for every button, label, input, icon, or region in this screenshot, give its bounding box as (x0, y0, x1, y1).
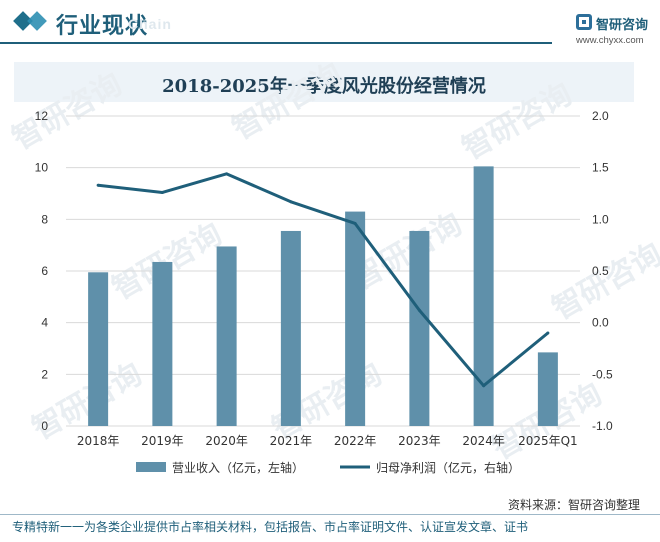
x-tick-label: 2019年 (141, 434, 184, 448)
watermark-text: 智研咨询 (547, 237, 660, 327)
y-left-tick-label: 10 (35, 161, 49, 175)
chart-svg: 智研咨询智研咨询智研咨询智研咨询智研咨询智研咨询智研咨询智研咨询智研咨询0-1.… (7, 57, 660, 475)
y-right-tick-label: -1.0 (592, 419, 613, 433)
section-subtitle-en: Chain (128, 16, 172, 32)
watermark-text: 智研咨询 (227, 57, 348, 147)
legend-label-bar: 营业收入（亿元，左轴） (172, 460, 304, 475)
footer-slogan: 专精特新一一为各类企业提供市占率相关材料，包括报告、市占率证明文件、认证宣发文章… (12, 520, 529, 534)
bar (216, 246, 237, 426)
series-line (97, 172, 549, 388)
legend-swatch-bar (136, 462, 166, 472)
logo-url: www.chyxx.com (576, 35, 644, 46)
bar (409, 230, 430, 426)
x-tick-label: 2018年 (77, 434, 120, 448)
series-line-point (96, 183, 100, 187)
x-tick-label: 2025年Q1 (518, 434, 578, 448)
y-left-tick-label: 8 (41, 212, 48, 226)
y-right-tick-label: 1.0 (592, 212, 609, 226)
series-line-point (546, 331, 550, 335)
y-left-tick-label: 2 (41, 367, 48, 381)
series-line-point (289, 200, 293, 204)
y-left-tick-label: 4 (41, 316, 48, 330)
logo-mark-icon (576, 14, 592, 30)
y-right-tick-label: 0.0 (592, 316, 609, 330)
bar (88, 272, 109, 426)
series-line-point (225, 172, 229, 176)
x-tick-label: 2020年 (205, 434, 248, 448)
series-line-point (353, 221, 357, 225)
bar (537, 352, 558, 426)
y-left-tick-label: 6 (41, 264, 48, 278)
brand-logo: 智研咨询 www.chyxx.com (576, 14, 656, 48)
series-line-point (482, 384, 486, 388)
y-right-tick-label: -0.5 (592, 367, 613, 381)
bar (152, 261, 173, 426)
source-note: 资料来源：智研咨询整理 (508, 498, 641, 512)
y-left-tick-label: 0 (41, 419, 48, 433)
legend-label-line: 归母净利润（亿元，右轴） (376, 460, 520, 475)
y-right-tick-label: 0.5 (592, 264, 609, 278)
y-right-tick-label: 2.0 (592, 109, 609, 123)
x-tick-label: 2024年 (462, 434, 505, 448)
section-header: 行业现状 Chain (0, 0, 660, 50)
y-right-tick-label: 1.5 (592, 161, 609, 175)
series-line-point (160, 190, 164, 194)
header-rule (0, 42, 552, 44)
footer-rule (0, 514, 660, 515)
chart-title-panel: 2018-2025年一季度风光股份经营情况 (14, 62, 634, 102)
chart-title: 2018-2025年一季度风光股份经营情况 (162, 76, 486, 97)
bar (473, 166, 494, 426)
logo-name: 智研咨询 (596, 18, 649, 33)
y-left-tick-label: 12 (35, 109, 49, 123)
bar (280, 230, 301, 426)
x-tick-label: 2021年 (270, 434, 313, 448)
section-title: 行业现状 (56, 14, 149, 39)
watermark-text: 智研咨询 (7, 67, 128, 157)
watermark-text: 智研咨询 (457, 77, 578, 167)
x-tick-label: 2023年 (398, 434, 441, 448)
x-tick-label: 2022年 (334, 434, 377, 448)
bar (345, 211, 366, 426)
series-line-point (417, 308, 421, 312)
